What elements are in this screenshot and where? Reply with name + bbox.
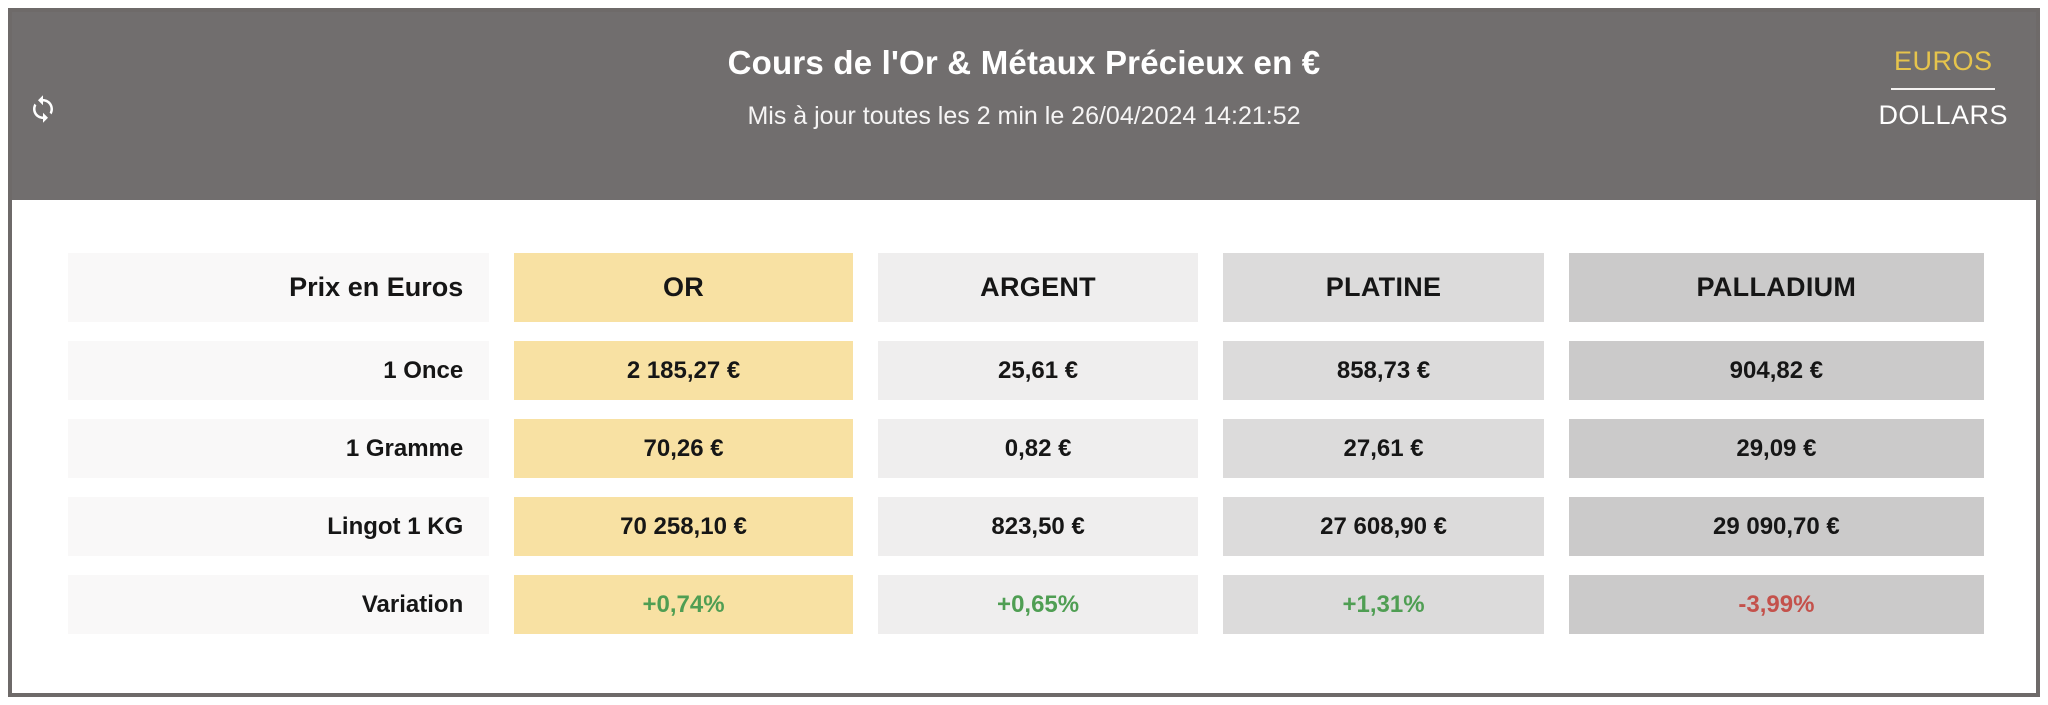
- variation-palladium: -3,99%: [1568, 575, 1984, 634]
- price-argent-lingot: 823,50 €: [877, 497, 1199, 556]
- header-bar: Cours de l'Or & Métaux Précieux en € Mis…: [12, 12, 2036, 200]
- variation-or: +0,74%: [514, 575, 853, 634]
- currency-divider: [1891, 88, 1996, 90]
- refresh-icon: [33, 94, 53, 123]
- column-header-argent: ARGENT: [877, 253, 1199, 322]
- prices-table: Prix en Euros OR ARGENT PLATINE PALLADIU…: [68, 253, 1984, 634]
- row-label-variation: Variation: [68, 575, 490, 634]
- currency-option-euros[interactable]: EUROS: [1893, 46, 1993, 76]
- price-platine-once: 858,73 €: [1223, 341, 1544, 400]
- row-label-lingot: Lingot 1 KG: [68, 497, 490, 556]
- last-updated-text: Mis à jour toutes les 2 min le 26/04/202…: [747, 101, 1301, 130]
- price-or-gramme: 70,26 €: [514, 419, 853, 478]
- column-header-or: OR: [514, 253, 853, 322]
- title-block: Cours de l'Or & Métaux Précieux en € Mis…: [12, 12, 2036, 131]
- table-corner-label: Prix en Euros: [68, 253, 490, 322]
- table-area: Prix en Euros OR ARGENT PLATINE PALLADIU…: [12, 200, 2036, 634]
- currency-toggle: EUROS DOLLARS: [1878, 48, 2008, 129]
- price-platine-gramme: 27,61 €: [1223, 419, 1544, 478]
- column-header-palladium: PALLADIUM: [1568, 253, 1984, 322]
- currency-option-dollars[interactable]: DOLLARS: [1878, 100, 2008, 130]
- price-palladium-lingot: 29 090,70 €: [1568, 497, 1984, 556]
- price-palladium-once: 904,82 €: [1568, 341, 1984, 400]
- page-title: Cours de l'Or & Métaux Précieux en €: [727, 44, 1321, 81]
- price-argent-once: 25,61 €: [877, 341, 1199, 400]
- refresh-button[interactable]: [26, 93, 60, 127]
- row-label-once: 1 Once: [68, 341, 490, 400]
- price-palladium-gramme: 29,09 €: [1568, 419, 1984, 478]
- row-label-gramme: 1 Gramme: [68, 419, 490, 478]
- price-platine-lingot: 27 608,90 €: [1223, 497, 1544, 556]
- price-argent-gramme: 0,82 €: [877, 419, 1199, 478]
- variation-platine: +1,31%: [1223, 575, 1544, 634]
- price-or-once: 2 185,27 €: [514, 341, 853, 400]
- column-header-platine: PLATINE: [1223, 253, 1544, 322]
- metal-prices-widget: Cours de l'Or & Métaux Précieux en € Mis…: [8, 8, 2040, 697]
- price-or-lingot: 70 258,10 €: [514, 497, 853, 556]
- variation-argent: +0,65%: [877, 575, 1199, 634]
